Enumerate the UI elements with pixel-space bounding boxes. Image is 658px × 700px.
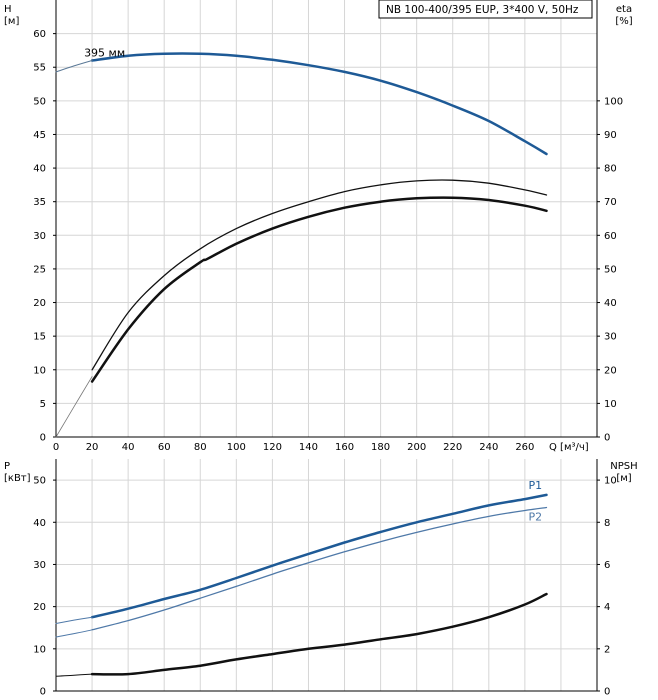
left-tick-label: 50 [33,96,46,107]
left-tick-label: 20 [33,298,46,309]
x-tick-label: 100 [227,442,246,453]
x-tick-label: 260 [515,442,534,453]
head-efficiency-panel: 0 5 10 15 20 25 30 35 40 45 50 55 60 0 10 20 30 40 50 60 70 8… [4,0,633,453]
right-tick-label: 60 [604,231,617,242]
series-line-1-0 [90,493,548,619]
series-line-0-3 [90,196,548,383]
right-tick-label: 10 [604,399,617,410]
left-tick-label: 40 [33,164,46,175]
left-tick-label: 10 [33,644,46,655]
right-tick-label: 2 [604,644,610,655]
x-tick-label: 140 [299,442,318,453]
series-line-0-1 [55,60,93,73]
chart-title-box: NB 100-400/395 EUP, 3*400 V, 50Hz [378,0,593,19]
series-line-1-2 [91,506,548,631]
right-axis-label: NPSH [610,461,637,472]
left-tick-label: 30 [33,560,46,571]
right-tick-label: 100 [604,96,623,107]
right-axis-unit: [м] [616,473,631,484]
x-axis-label: Q [м³/ч] [549,442,589,453]
series-line-1-1 [55,616,93,624]
series-label: P2 [529,511,543,524]
left-tick-label: 20 [33,602,46,613]
series-label: P1 [529,479,543,492]
left-tick-label: 35 [33,197,46,208]
x-tick-label: 160 [335,442,354,453]
series-line-0-0 [90,52,548,156]
left-axis-unit: [кВт] [4,473,31,484]
left-tick-label: 0 [40,433,46,444]
x-tick-label: 40 [122,442,135,453]
x-tick-label: 120 [263,442,282,453]
x-tick-label: 240 [479,442,498,453]
left-tick-label: 40 [33,518,46,529]
x-tick-label: 220 [443,442,462,453]
right-tick-label: 40 [604,298,617,309]
right-tick-label: 80 [604,164,617,175]
right-tick-label: 50 [604,264,617,275]
series-line-1-5 [55,673,93,677]
series-line-1-4 [90,592,548,676]
power-npsh-panel: 0 10 20 30 40 50 0 2 4 6 8 10 P[кВт] NPSH[м] P1 P2 [4,459,638,698]
right-tick-label: 0 [604,687,610,698]
right-tick-label: 6 [604,560,610,571]
x-tick-label: 60 [158,442,171,453]
left-tick-label: 55 [33,63,46,74]
x-tick-label: 200 [407,442,426,453]
x-tick-label: 0 [53,442,59,453]
chart-title: NB 100-400/395 EUP, 3*400 V, 50Hz [386,4,579,16]
left-tick-label: 10 [33,365,46,376]
left-tick-label: 30 [33,231,46,242]
series-label: 395 мм [84,47,125,60]
left-tick-label: 45 [33,130,46,141]
x-tick-label: 20 [86,442,99,453]
right-axis-unit: [%] [615,16,632,27]
left-tick-label: 15 [33,332,46,343]
right-tick-label: 4 [604,602,610,613]
left-axis-unit: [м] [4,16,19,27]
x-tick-label: 80 [194,442,207,453]
series-line-0-4 [55,376,93,438]
right-tick-label: 70 [604,197,617,208]
right-tick-label: 20 [604,365,617,376]
x-tick-label: 180 [371,442,390,453]
series-line-0-2 [91,179,548,371]
left-tick-label: 25 [33,264,46,275]
right-tick-label: 0 [604,433,610,444]
series-line-1-3 [55,629,93,638]
left-tick-label: 5 [40,399,46,410]
right-tick-label: 90 [604,130,617,141]
left-axis-label: P [4,461,10,472]
left-tick-label: 50 [33,476,46,487]
left-tick-label: 0 [40,687,46,698]
right-tick-label: 10 [604,476,617,487]
right-tick-label: 30 [604,332,617,343]
left-axis-label: H [4,4,12,15]
right-axis-label: eta [616,4,632,15]
right-tick-label: 8 [604,518,610,529]
left-tick-label: 60 [33,29,46,40]
